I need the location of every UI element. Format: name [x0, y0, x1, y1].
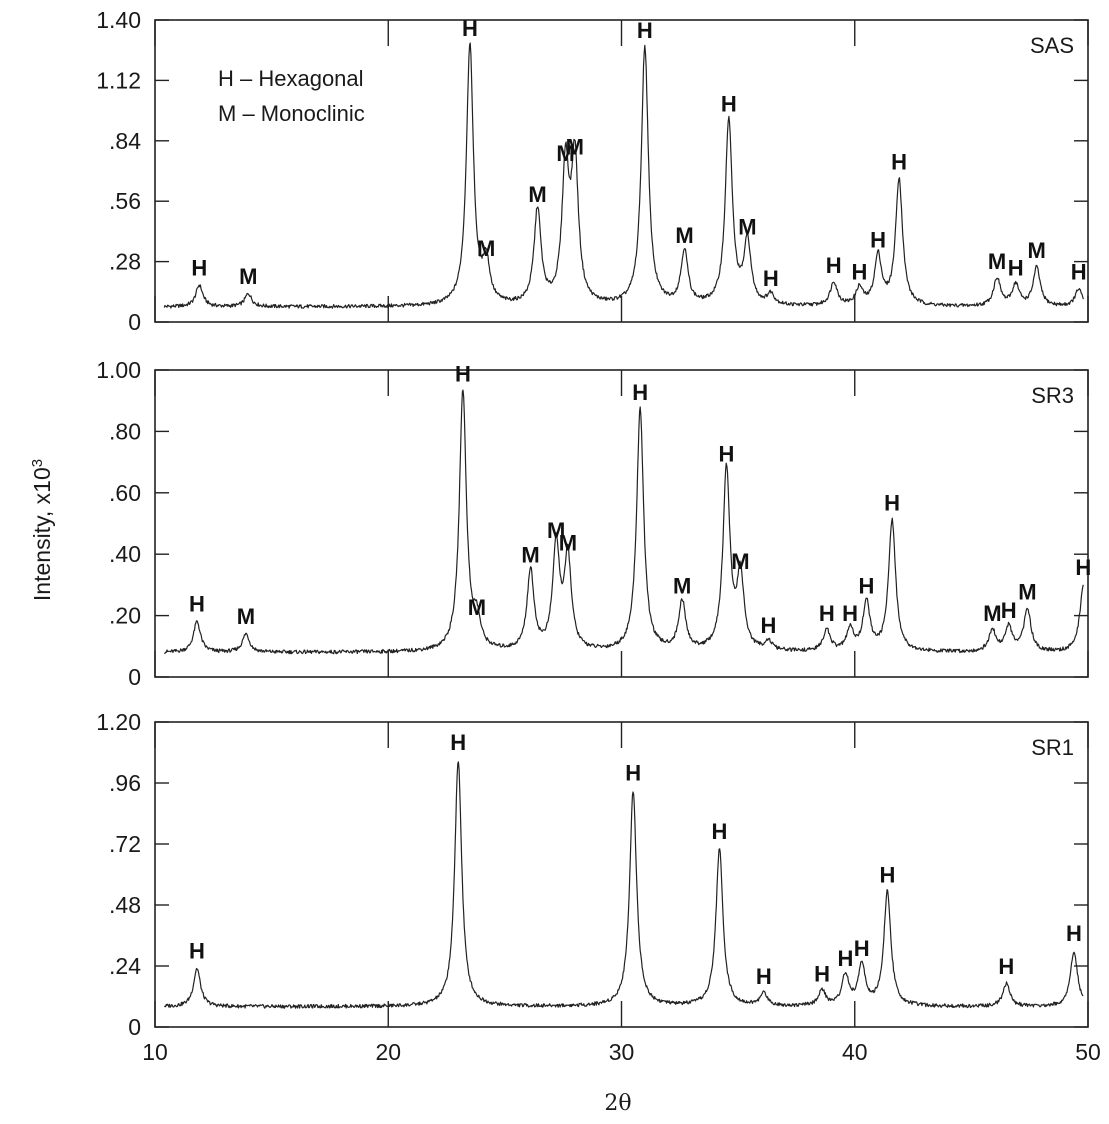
y-tick-label: 0 — [128, 664, 141, 690]
peak-label-hexagonal: H — [637, 18, 653, 43]
peak-label-hexagonal: H — [189, 592, 205, 617]
peak-label-monoclinic: M — [566, 135, 584, 160]
y-tick-label: 1.20 — [96, 709, 141, 735]
peak-label-hexagonal: H — [719, 441, 735, 466]
peak-label-monoclinic: M — [547, 518, 565, 543]
peak-label-monoclinic: M — [477, 236, 495, 261]
peak-label-hexagonal: H — [1071, 260, 1087, 285]
panel-title: SR3 — [1031, 383, 1074, 408]
peak-label-hexagonal: H — [450, 730, 466, 755]
x-tick-label: 10 — [142, 1039, 168, 1065]
peak-label-hexagonal: H — [1001, 598, 1017, 623]
diffraction-trace — [164, 389, 1084, 655]
y-tick-label: .56 — [109, 188, 141, 214]
peak-label-hexagonal: H — [761, 613, 777, 638]
y-tick-label: .60 — [109, 480, 141, 506]
peak-label-monoclinic: M — [988, 249, 1006, 274]
peak-label-monoclinic: M — [731, 549, 749, 574]
y-tick-label: 1.12 — [96, 67, 141, 93]
y-tick-label: .20 — [109, 603, 141, 629]
peak-label-hexagonal: H — [854, 936, 870, 961]
peak-label-hexagonal: H — [1008, 255, 1024, 280]
peak-label-hexagonal: H — [858, 573, 874, 598]
peak-label-hexagonal: H — [1066, 921, 1082, 946]
peak-label-hexagonal: H — [879, 862, 895, 887]
x-tick-label: 50 — [1075, 1039, 1101, 1065]
peak-label-hexagonal: H — [814, 961, 830, 986]
y-tick-label: .24 — [109, 953, 141, 979]
y-tick-label: .40 — [109, 541, 141, 567]
y-axis-title-exponent: 3 — [29, 459, 46, 467]
x-axis-title: 2θ — [604, 1091, 631, 1116]
peak-label-hexagonal: H — [884, 490, 900, 515]
peak-label-monoclinic: M — [1018, 579, 1036, 604]
peak-label-monoclinic: M — [528, 182, 546, 207]
y-axis-title-text: Intensity, x10 — [29, 467, 55, 601]
y-axis-title: Intensity, x103 — [29, 459, 56, 601]
y-tick-label: .96 — [109, 770, 141, 796]
peak-label-hexagonal: H — [1075, 555, 1091, 580]
peak-label-hexagonal: H — [819, 601, 835, 626]
x-tick-label: 20 — [375, 1039, 401, 1065]
peak-label-hexagonal: H — [625, 761, 641, 786]
x-tick-label: 40 — [842, 1039, 868, 1065]
peak-label-hexagonal: H — [870, 227, 886, 252]
peak-label-hexagonal: H — [455, 361, 471, 386]
peak-label-monoclinic: M — [239, 264, 257, 289]
peak-label-monoclinic: M — [556, 141, 574, 166]
peak-label-hexagonal: H — [756, 964, 772, 989]
y-tick-label: 1.40 — [96, 7, 141, 33]
legend-monoclinic: M – Monoclinic — [218, 101, 365, 126]
peak-label-hexagonal: H — [998, 954, 1014, 979]
y-tick-label: .48 — [109, 892, 141, 918]
x-tick-label: 30 — [609, 1039, 635, 1065]
y-tick-label: 0 — [128, 309, 141, 335]
peak-label-hexagonal: H — [462, 16, 478, 41]
peak-label-monoclinic: M — [468, 595, 486, 620]
y-tick-label: 0 — [128, 1014, 141, 1040]
y-tick-label: .28 — [109, 249, 141, 275]
panel-frame — [154, 369, 1089, 678]
peak-label-hexagonal: H — [191, 255, 207, 280]
peak-label-hexagonal: H — [189, 939, 205, 964]
peak-label-hexagonal: H — [721, 91, 737, 116]
peak-label-monoclinic: M — [983, 601, 1001, 626]
peak-label-monoclinic: M — [673, 573, 691, 598]
y-tick-label: .80 — [109, 418, 141, 444]
peak-label-hexagonal: H — [842, 601, 858, 626]
peak-label-monoclinic: M — [559, 530, 577, 555]
y-tick-label: .72 — [109, 831, 141, 857]
peak-label-monoclinic: M — [521, 543, 539, 568]
peak-label-monoclinic: M — [738, 214, 756, 239]
diffraction-trace — [163, 42, 1084, 309]
y-tick-label: .84 — [109, 128, 141, 154]
peak-label-hexagonal: H — [851, 260, 867, 285]
panel-title: SR1 — [1031, 735, 1074, 760]
peak-label-monoclinic: M — [675, 223, 693, 248]
peak-label-monoclinic: M — [237, 604, 255, 629]
peak-label-hexagonal: H — [763, 266, 779, 291]
y-tick-label: 1.00 — [96, 357, 141, 383]
peak-label-hexagonal: H — [837, 946, 853, 971]
legend-hexagonal: H – Hexagonal — [218, 66, 364, 91]
diffraction-trace — [163, 761, 1084, 1009]
peak-label-hexagonal: H — [712, 819, 728, 844]
panel-title: SAS — [1030, 33, 1074, 58]
peak-label-monoclinic: M — [1028, 238, 1046, 263]
peak-label-hexagonal: H — [891, 150, 907, 175]
peak-label-hexagonal: H — [632, 380, 648, 405]
peak-label-hexagonal: H — [826, 253, 842, 278]
